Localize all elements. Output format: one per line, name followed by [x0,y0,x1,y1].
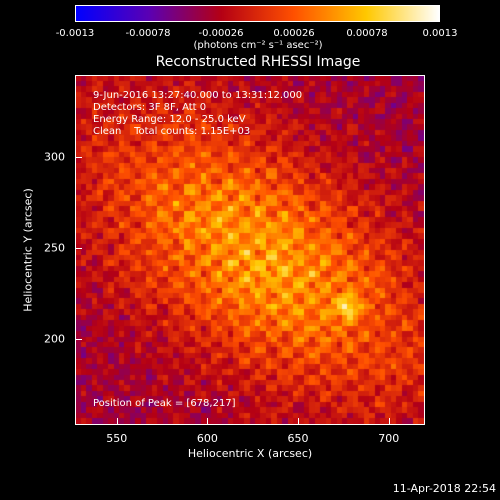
chart-title: Reconstructed RHESSI Image [155,54,361,70]
y-tick-mark [76,248,82,250]
annotation-detectors: Detectors: 3F 8F, Att 0 [93,102,207,113]
colorbar-unit-label: (photons cm⁻² s⁻¹ asec⁻²) [193,40,323,51]
heatmap-plot-area [75,75,425,425]
x-tick-label: 700 [378,432,400,445]
x-axis-label: Heliocentric X (arcsec) [187,447,313,460]
x-tick-mark [298,418,300,424]
x-tick-label: 600 [196,432,218,445]
annotation-peak-position: Position of Peak = [678,217] [93,398,236,409]
x-tick-mark [207,418,209,424]
y-tick-mark [76,157,82,159]
timestamp: 11-Apr-2018 22:54 [392,482,496,495]
colorbar-tick-label: -0.00078 [125,28,171,39]
heatmap-image [76,76,424,424]
x-tick-mark [116,418,118,424]
x-tick-mark [388,418,390,424]
y-tick-label: 300 [44,150,65,164]
y-axis-label: Heliocentric Y (arcsec) [21,188,35,312]
annotation-energy-range: Energy Range: 12.0 - 25.0 keV [93,114,246,125]
annotation-clean-counts: Clean Total counts: 1.15E+03 [93,126,251,137]
x-tick-label: 650 [287,432,309,445]
colorbar [75,5,440,22]
x-tick-label: 550 [106,432,128,445]
y-tick-label: 200 [44,332,65,346]
y-tick-label: 250 [44,241,65,255]
annotation-time-range: 9-Jun-2016 13:27:40.000 to 13:31:12.000 [93,90,303,101]
colorbar-tick-label: 0.0013 [422,28,458,39]
y-tick-mark [76,339,82,341]
colorbar-tick-label: -0.0013 [55,28,95,39]
colorbar-tick-label: -0.00026 [198,28,244,39]
colorbar-tick-label: 0.00078 [346,28,388,39]
colorbar-tick-label: 0.00026 [273,28,315,39]
